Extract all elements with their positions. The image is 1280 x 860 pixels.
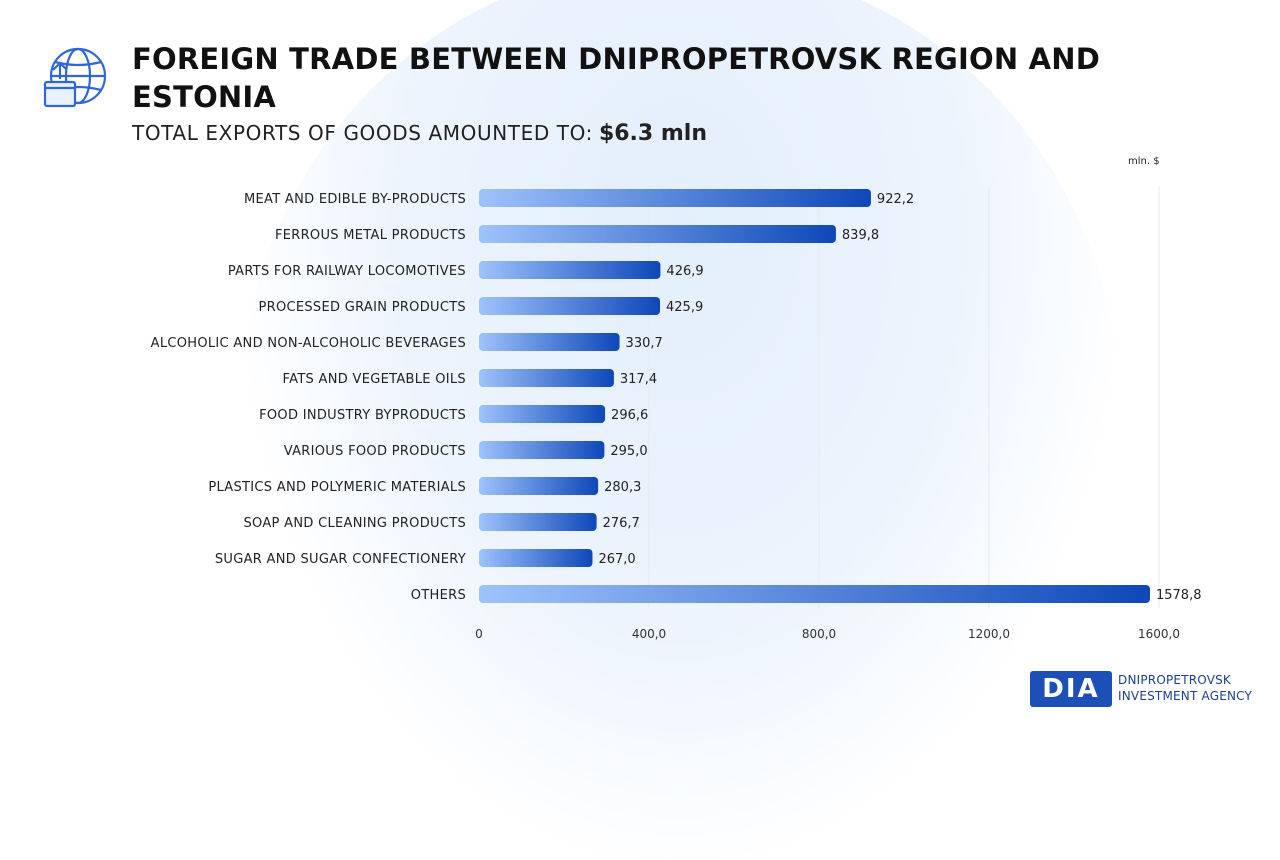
subtitle-label: TOTAL EXPORTS OF GOODS AMOUNTED TO: (132, 121, 593, 145)
x-tick-label: 400,0 (632, 627, 666, 641)
category-label: OTHERS (411, 588, 466, 603)
bar (479, 585, 1150, 603)
category-label: SOAP AND CLEANING PRODUCTS (244, 516, 467, 531)
category-label: SUGAR AND SUGAR CONFECTIONERY (215, 552, 466, 567)
category-label: ALCOHOLIC AND NON-ALCOHOLIC BEVERAGES (151, 336, 466, 351)
category-label: MEAT AND EDIBLE BY-PRODUCTS (244, 192, 466, 207)
x-tick-label: 0 (475, 627, 483, 641)
value-label: 425,9 (666, 300, 703, 315)
bar (479, 441, 605, 459)
value-label: 296,6 (611, 408, 648, 423)
category-label: FERROUS METAL PRODUCTS (275, 228, 466, 243)
value-label: 330,7 (626, 336, 663, 351)
background-glow (240, 0, 1120, 860)
x-tick-label: 1200,0 (968, 627, 1010, 641)
x-tick-label: 800,0 (802, 627, 836, 641)
bar (479, 261, 661, 279)
bar (479, 369, 614, 387)
category-label: PROCESSED GRAIN PRODUCTS (258, 300, 466, 315)
dia-logo-badge: DIA (1030, 671, 1112, 707)
value-label: 1578,8 (1156, 588, 1202, 603)
bar (479, 225, 836, 243)
value-label: 426,9 (666, 264, 703, 279)
bar (479, 549, 593, 567)
globe-export-box-icon (43, 47, 107, 108)
x-tick-label: 1600,0 (1138, 627, 1180, 641)
total-exports-value: $6.3 mln (598, 121, 708, 146)
value-label: 276,7 (603, 516, 640, 531)
dia-logo: DIA DNIPROPETROVSK INVESTMENT AGENCY (1030, 667, 1252, 711)
bar (479, 513, 597, 531)
value-label: 295,0 (610, 444, 647, 459)
value-label: 267,0 (598, 552, 635, 567)
bar-chart: 0 400,0 800,0 1200,0 1600,0 MEAT AND EDIBLE B… (151, 186, 1202, 641)
bar (479, 333, 620, 351)
bar (479, 189, 871, 207)
category-label: FOOD INDUSTRY BYPRODUCTS (259, 408, 466, 423)
bar (479, 297, 661, 315)
value-label: 922,2 (877, 192, 914, 207)
category-label: FATS AND VEGETABLE OILS (283, 372, 466, 387)
bar (479, 405, 606, 423)
value-label: 317,4 (620, 372, 657, 387)
page-subtitle: TOTAL EXPORTS OF GOODS AMOUNTED TO: $6.3 … (132, 121, 707, 146)
value-label: 839,8 (842, 228, 879, 243)
category-label: PARTS FOR RAILWAY LOCOMOTIVES (228, 264, 466, 279)
bar (479, 477, 599, 495)
page-title: FOREIGN TRADE BETWEEN DNIPROPETROVSK REG… (132, 42, 1101, 114)
unit-label: mln. $ (1128, 156, 1160, 167)
category-label: VARIOUS FOOD PRODUCTS (284, 444, 466, 459)
dia-logo-text: DNIPROPETROVSK INVESTMENT AGENCY (1118, 673, 1253, 703)
category-label: PLASTICS AND POLYMERIC MATERIALS (208, 480, 466, 495)
value-label: 280,3 (604, 480, 641, 495)
